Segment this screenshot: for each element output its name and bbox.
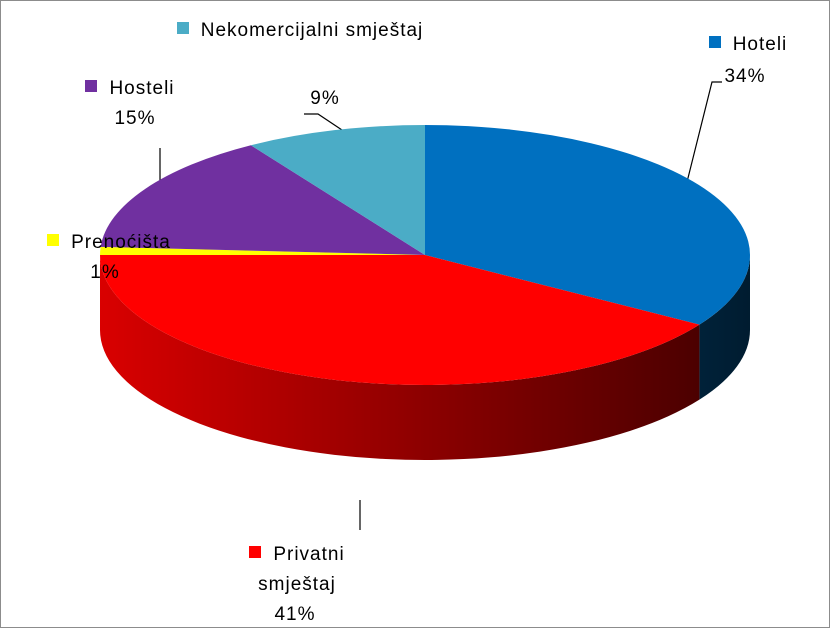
category-label: Privatni smještaj xyxy=(258,544,345,595)
data-label: 41% xyxy=(274,604,316,625)
pie-slice xyxy=(425,125,750,325)
legend-swatch xyxy=(85,80,98,92)
pie-tops xyxy=(100,125,750,385)
category-label: Hosteli xyxy=(109,78,175,99)
slice-side xyxy=(699,255,750,400)
data-label: 34% xyxy=(724,66,766,87)
leader-line xyxy=(304,113,343,131)
pie-slice xyxy=(100,255,700,385)
leader-line xyxy=(685,81,722,187)
category-label: Prenoćišta xyxy=(71,232,171,253)
pie-slice xyxy=(100,145,426,255)
slice-side xyxy=(100,255,700,460)
category-label: Hoteli xyxy=(732,34,788,55)
pie-sides xyxy=(100,255,750,460)
data-label-name: Nekomercijalni smještaj xyxy=(170,16,430,46)
legend-swatch xyxy=(708,36,721,48)
data-label-name: Privatni smještaj xyxy=(222,540,372,600)
pie-slice xyxy=(100,246,425,255)
legend-swatch xyxy=(176,22,189,34)
data-label: 9% xyxy=(310,88,340,109)
category-label: Nekomercijalni smještaj xyxy=(200,20,424,41)
data-label-name: Hosteli xyxy=(60,74,200,104)
data-label: 15% xyxy=(114,108,156,129)
data-label-name: Prenoćišta xyxy=(14,228,204,258)
data-label: 1% xyxy=(90,262,120,283)
data-label-name: Hoteli xyxy=(688,30,808,60)
legend-swatch xyxy=(47,234,60,246)
legend-swatch xyxy=(249,546,262,558)
pie-slice xyxy=(250,125,425,255)
